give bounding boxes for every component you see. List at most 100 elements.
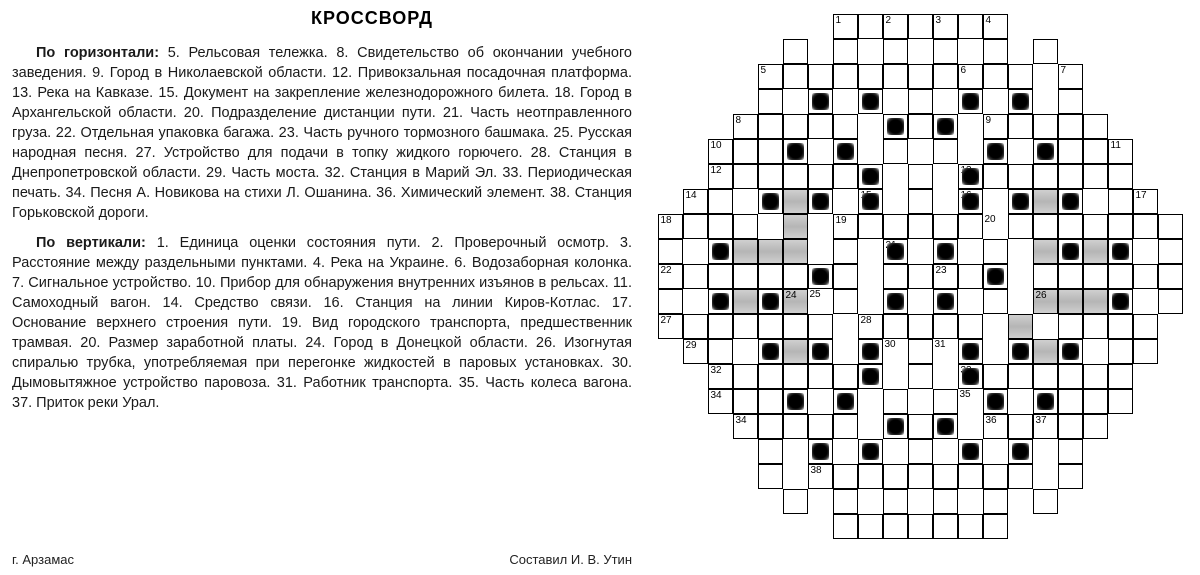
grid-cell [783,489,808,514]
grid-cell [1108,64,1133,89]
cell-number: 25 [810,290,821,300]
grid-cell [1008,189,1033,214]
grid-cell [758,14,783,39]
grid-cell [908,39,933,64]
grid-cell: 16 [958,189,983,214]
grid-cell [1058,139,1083,164]
grid-cell [1133,339,1158,364]
grid-cell [783,464,808,489]
grid-cell [683,389,708,414]
grid-cell [683,139,708,164]
grid-cell [733,164,758,189]
grid-cell [908,464,933,489]
grid-cell [658,464,683,489]
grid-cell [833,514,858,539]
grid-cell [1008,114,1033,139]
grid-cell [1058,514,1083,539]
cell-number: 20 [985,215,996,225]
grid-cell [733,139,758,164]
grid-cell [733,464,758,489]
grid-cell: 28 [858,314,883,339]
cell-number: 26 [1036,291,1047,301]
grid-cell: 38 [808,464,833,489]
grid-cell [1133,514,1158,539]
grid-cell [1058,489,1083,514]
grid-cell [1058,239,1083,264]
grid-cell [958,264,983,289]
grid-cell [783,264,808,289]
grid-cell [1083,239,1108,264]
grid-cell [933,489,958,514]
grid-cell [883,464,908,489]
grid-cell [1108,439,1133,464]
grid-cell [1058,414,1083,439]
grid-cell [1083,114,1108,139]
grid-cell [908,389,933,414]
grid-cell [783,364,808,389]
grid-cell [683,439,708,464]
grid-cell [1008,414,1033,439]
grid-cell [1058,314,1083,339]
grid-cell [858,89,883,114]
grid-cell [1008,339,1033,364]
grid-cell [758,239,783,264]
grid-cell [783,39,808,64]
down-clues: По вертикали: 1. Единица оценки состояни… [12,233,632,413]
cell-number: 17 [1136,191,1147,201]
grid-cell [833,164,858,189]
grid-cell [958,339,983,364]
grid-cell [783,139,808,164]
grid-cell [1158,14,1183,39]
grid-cell [683,464,708,489]
grid-cell [1108,389,1133,414]
grid-cell [758,114,783,139]
grid-cell [958,214,983,239]
grid-cell [1108,414,1133,439]
grid-cell [1083,439,1108,464]
grid-cell [733,514,758,539]
grid-cell [783,239,808,264]
grid-cell [808,64,833,89]
grid-cell [1083,214,1108,239]
grid-cell [908,339,933,364]
grid-cell: 36 [983,414,1008,439]
grid-cell [858,64,883,89]
grid-cell [733,289,758,314]
grid-cell [1108,164,1133,189]
grid-cell [983,289,1008,314]
grid-cell [908,414,933,439]
grid-cell [783,439,808,464]
crossword-grid: 1234567891011121314151617181920212223242… [658,14,1183,539]
grid-cell [783,514,808,539]
grid-cell [1033,339,1058,364]
grid-cell [883,264,908,289]
grid-cell [1008,239,1033,264]
grid-cell [758,289,783,314]
grid-cell: 23 [933,264,958,289]
grid-cell [1033,264,1058,289]
grid-cell [1033,14,1058,39]
grid-cell [858,414,883,439]
grid-cell [1008,139,1033,164]
grid-cell [1008,389,1033,414]
grid-cell [933,439,958,464]
grid-cell [933,314,958,339]
grid-cell [1008,289,1033,314]
cell-number: 14 [686,191,697,201]
grid-cell [1008,214,1033,239]
grid-cell [908,114,933,139]
grid-cell [1058,389,1083,414]
grid-cell [858,514,883,539]
grid-cell [858,364,883,389]
grid-cell [833,489,858,514]
grid-cell [883,64,908,89]
grid-cell [983,514,1008,539]
grid-cell [1058,264,1083,289]
grid-cell: 34 [708,389,733,414]
grid-cell [833,464,858,489]
grid-cell [1058,214,1083,239]
cell-number: 35 [960,390,971,400]
grid-cell [808,114,833,139]
grid-cell [933,289,958,314]
grid-cell [858,289,883,314]
